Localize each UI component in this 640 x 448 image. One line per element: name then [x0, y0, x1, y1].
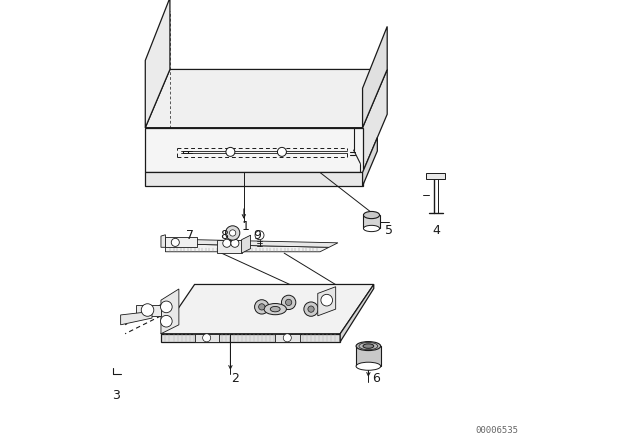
Ellipse shape — [356, 362, 381, 370]
Polygon shape — [356, 346, 381, 366]
Polygon shape — [145, 128, 362, 172]
Polygon shape — [145, 69, 387, 128]
Circle shape — [255, 231, 264, 240]
Text: 8: 8 — [220, 228, 228, 242]
Polygon shape — [426, 173, 445, 179]
Polygon shape — [161, 235, 165, 247]
Polygon shape — [340, 284, 374, 342]
Circle shape — [282, 295, 296, 310]
Text: 4: 4 — [433, 224, 440, 237]
Ellipse shape — [356, 342, 381, 351]
Circle shape — [231, 239, 239, 247]
Polygon shape — [242, 235, 251, 253]
Polygon shape — [121, 311, 152, 325]
Polygon shape — [136, 305, 161, 316]
Circle shape — [308, 306, 314, 312]
Polygon shape — [165, 244, 329, 252]
Polygon shape — [362, 69, 387, 172]
Circle shape — [304, 302, 318, 316]
Polygon shape — [195, 334, 220, 342]
Circle shape — [141, 304, 154, 316]
Polygon shape — [364, 215, 380, 228]
Circle shape — [255, 300, 269, 314]
Polygon shape — [362, 138, 378, 186]
Ellipse shape — [270, 306, 280, 312]
Polygon shape — [217, 240, 242, 253]
Polygon shape — [161, 334, 340, 342]
Circle shape — [230, 230, 236, 236]
Polygon shape — [362, 26, 387, 128]
Polygon shape — [145, 0, 170, 128]
Circle shape — [161, 301, 172, 313]
Text: 2: 2 — [231, 372, 239, 385]
Text: 6: 6 — [372, 372, 380, 385]
Ellipse shape — [364, 211, 380, 219]
Circle shape — [203, 334, 211, 342]
Circle shape — [278, 147, 287, 156]
Polygon shape — [165, 237, 197, 247]
Circle shape — [226, 147, 235, 156]
Circle shape — [225, 226, 240, 240]
Polygon shape — [165, 239, 338, 247]
Polygon shape — [317, 287, 336, 316]
Polygon shape — [161, 289, 179, 334]
Circle shape — [161, 315, 172, 327]
Circle shape — [284, 334, 291, 342]
Text: 00006535: 00006535 — [476, 426, 518, 435]
Text: 7: 7 — [186, 228, 194, 242]
Polygon shape — [275, 334, 300, 342]
Ellipse shape — [363, 344, 374, 349]
Ellipse shape — [364, 225, 380, 232]
Text: 1: 1 — [242, 220, 250, 233]
Polygon shape — [161, 284, 374, 334]
Text: 9: 9 — [253, 228, 261, 242]
Circle shape — [259, 304, 265, 310]
Circle shape — [223, 239, 231, 247]
Circle shape — [172, 238, 179, 246]
Text: 5: 5 — [385, 224, 394, 237]
Polygon shape — [145, 172, 362, 186]
Circle shape — [285, 299, 292, 306]
Circle shape — [321, 294, 333, 306]
Text: 3: 3 — [112, 388, 120, 402]
Ellipse shape — [264, 304, 287, 314]
